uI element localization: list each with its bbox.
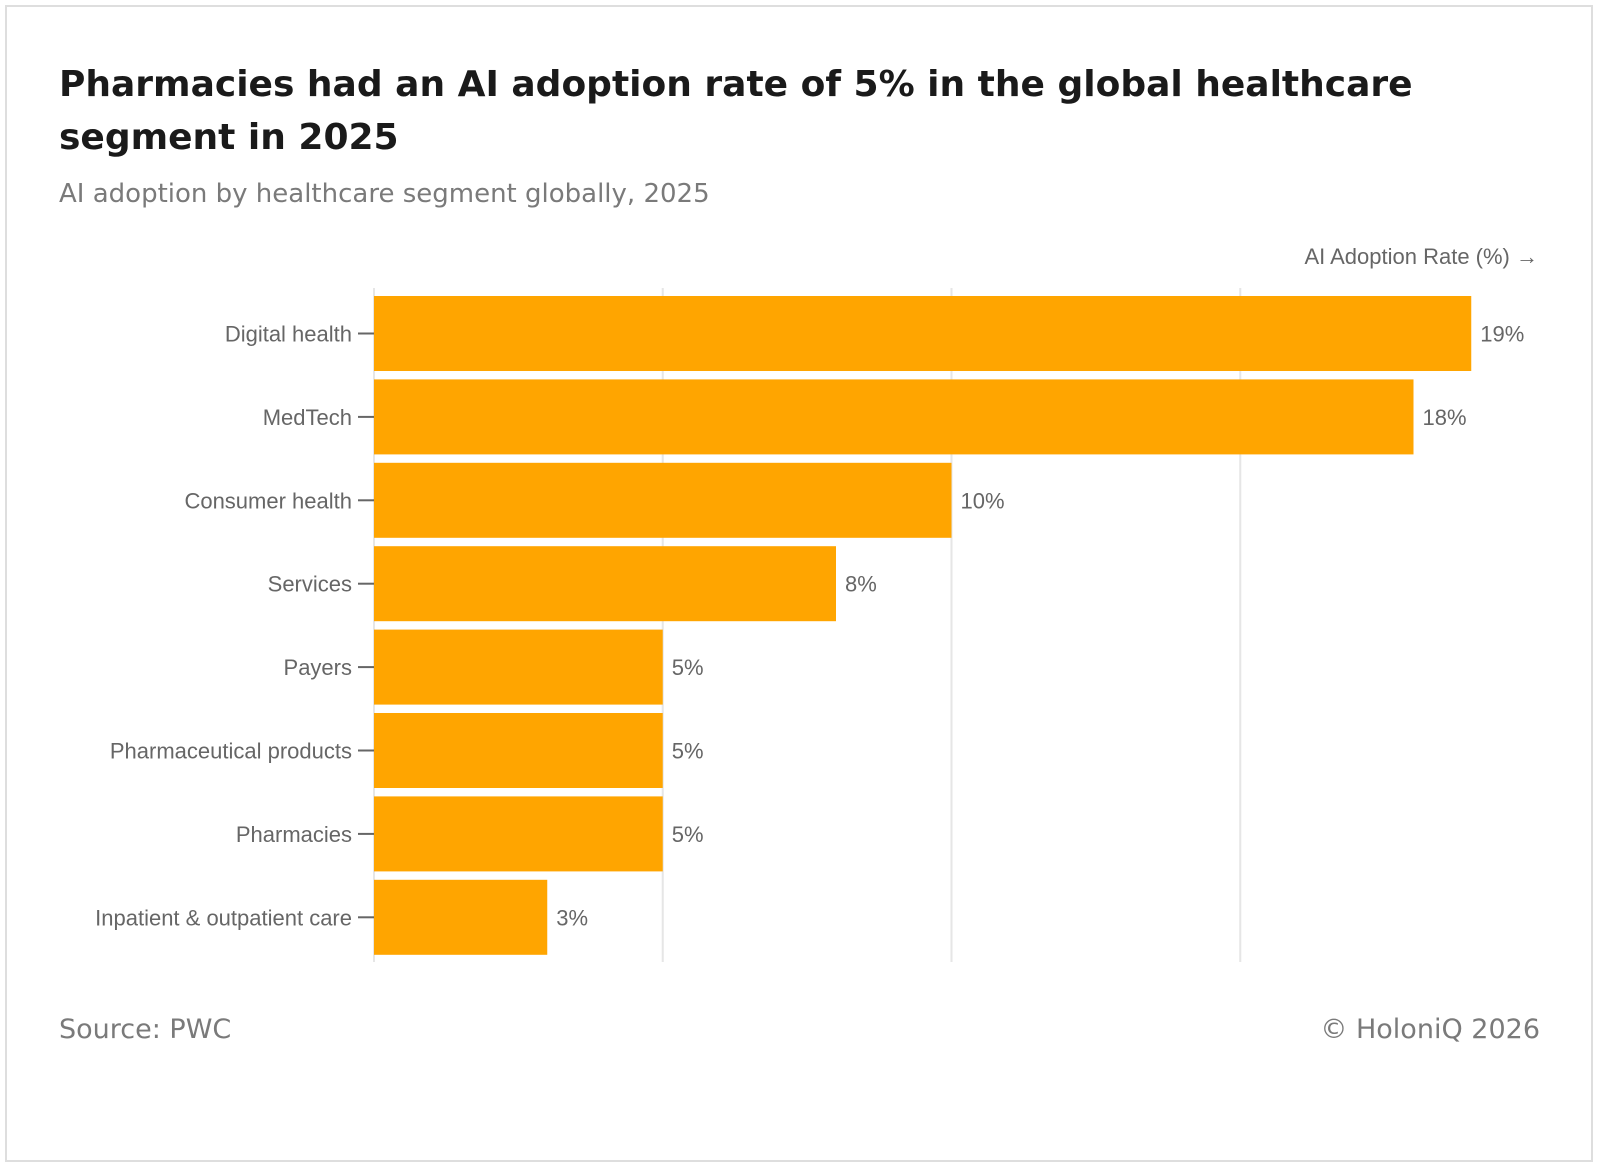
data-label: 8% xyxy=(845,572,877,597)
bar xyxy=(374,296,1472,371)
category-label: Inpatient & outpatient care xyxy=(95,905,352,930)
x-axis-title: AI Adoption Rate (%) → xyxy=(1304,244,1538,269)
bar xyxy=(374,379,1414,455)
data-label: 10% xyxy=(961,488,1005,513)
category-label: Pharmaceutical products xyxy=(110,739,352,764)
bar xyxy=(374,713,663,788)
category-label: MedTech xyxy=(263,405,352,430)
data-label: 5% xyxy=(672,739,704,764)
bar xyxy=(374,546,836,622)
bar xyxy=(374,796,663,872)
labels: Digital health 19% MedTech 18% Consumer heal… xyxy=(95,322,1524,931)
chart-subtitle: AI adoption by healthcare segment global… xyxy=(59,179,710,209)
category-label: Services xyxy=(268,572,352,597)
bars xyxy=(374,296,1472,955)
data-label: 5% xyxy=(672,655,704,680)
bar-chart: Digital health 19% MedTech 18% Consumer heal… xyxy=(95,244,1538,962)
category-label: Pharmacies xyxy=(236,822,352,847)
bar xyxy=(374,879,548,955)
category-label: Payers xyxy=(284,655,352,680)
data-label: 18% xyxy=(1423,405,1467,430)
category-label: Consumer health xyxy=(184,488,352,513)
category-label: Digital health xyxy=(225,322,352,347)
bar xyxy=(374,462,952,538)
source-note: Source: PWC xyxy=(59,1014,232,1045)
chart-title: Pharmacies had an AI adoption rate of 5%… xyxy=(59,64,1413,158)
bar xyxy=(374,629,663,705)
data-label: 19% xyxy=(1480,322,1524,347)
copyright-note: © HoloniQ 2026 xyxy=(1320,1014,1540,1045)
data-label: 5% xyxy=(672,822,704,847)
data-label: 3% xyxy=(556,905,588,930)
